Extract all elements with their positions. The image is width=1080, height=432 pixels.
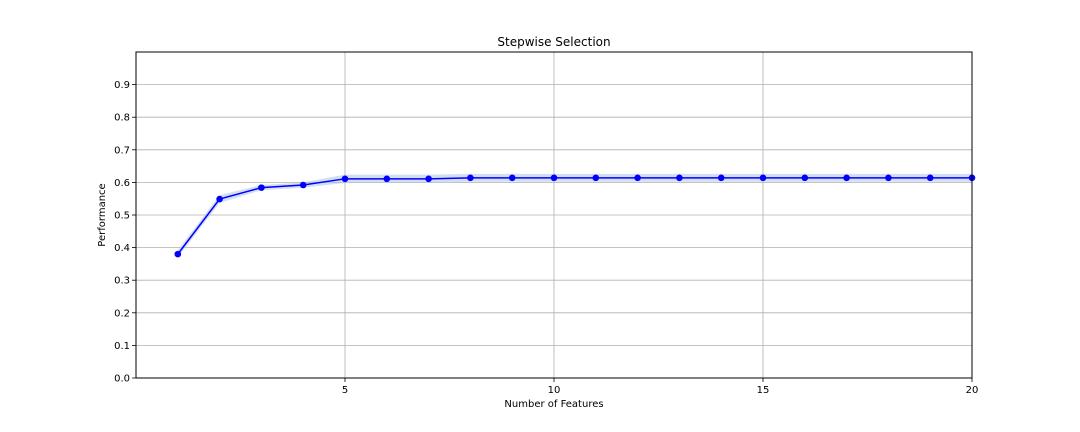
data-point — [508, 174, 516, 182]
data-point — [550, 174, 558, 182]
data-point — [717, 174, 725, 182]
confidence-band-area — [177, 173, 973, 258]
y-axis-title: Performance — [97, 183, 108, 246]
data-point — [383, 175, 391, 183]
grid-lines — [136, 52, 973, 379]
y-tick-label: 0.3 — [114, 276, 130, 287]
data-point — [885, 174, 892, 182]
data-point — [216, 195, 223, 203]
performance-line — [177, 177, 972, 255]
chart-title: Stepwise Selection — [497, 35, 610, 49]
y-tick-label: 0.1 — [114, 341, 130, 352]
data-point — [299, 181, 307, 189]
data-point — [258, 184, 265, 191]
y-tick-label: 0.9 — [114, 80, 130, 91]
y-axis-ticks: 0.0 0.1 0.2 0.3 0.4 0.5 0.6 0.7 0.8 0.9 — [114, 80, 136, 385]
y-tick-label: 0.2 — [114, 308, 130, 319]
data-point — [676, 174, 683, 182]
data-point — [592, 174, 600, 182]
data-point — [801, 174, 809, 182]
y-tick-label: 0.5 — [114, 211, 130, 222]
data-point — [467, 174, 474, 182]
series-line — [177, 177, 972, 255]
data-point — [425, 175, 432, 183]
x-tick-label: 5 — [342, 385, 348, 396]
y-tick-label: 0.7 — [114, 145, 130, 156]
data-point — [174, 250, 182, 258]
y-tick-label: 0.6 — [114, 178, 130, 189]
y-tick-label: 0.0 — [114, 374, 130, 385]
x-axis-title: Number of Features — [504, 399, 603, 410]
data-points — [174, 174, 976, 258]
data-point — [926, 174, 934, 182]
y-tick-label: 0.4 — [114, 243, 130, 254]
confidence-band — [177, 173, 973, 258]
data-point — [843, 174, 850, 182]
x-axis-ticks: 5 10 15 20 — [342, 378, 979, 396]
data-point — [759, 174, 767, 182]
x-tick-label: 15 — [757, 385, 770, 396]
data-point — [341, 175, 349, 183]
data-point — [634, 174, 641, 182]
x-tick-label: 20 — [966, 385, 979, 396]
x-tick-label: 10 — [548, 385, 561, 396]
y-tick-label: 0.8 — [114, 113, 130, 124]
